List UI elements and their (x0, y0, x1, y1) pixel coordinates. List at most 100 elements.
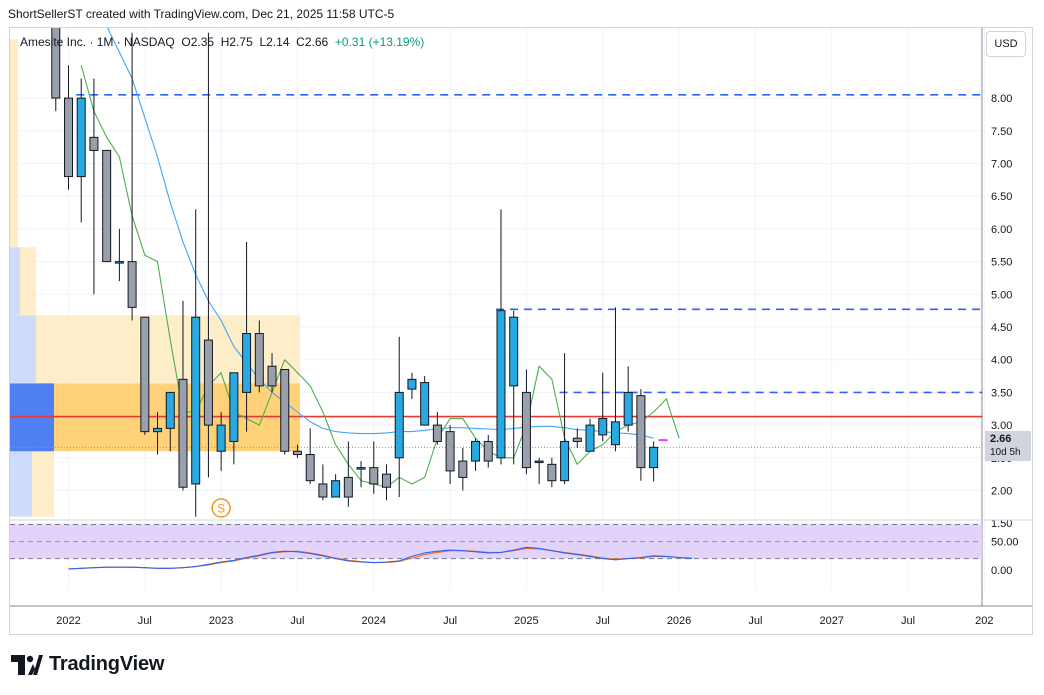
candle-body (203, 339, 213, 426)
candle-body (51, 28, 61, 99)
high-label: H (220, 35, 230, 49)
x-tick-label: Jul (748, 615, 762, 627)
y-tick-label: 5.00 (991, 289, 1012, 301)
low-value: 2.14 (266, 35, 290, 49)
last-price-tag: 2.66 10d 5h (985, 431, 1031, 461)
candle-body (394, 391, 404, 459)
bar-countdown: 10d 5h (990, 447, 1021, 458)
x-tick-label: Jul (290, 615, 304, 627)
y-tick-label: 6.00 (991, 224, 1012, 236)
candle-body (623, 391, 633, 426)
currency-button[interactable]: USD (986, 31, 1026, 57)
candle-body (382, 473, 391, 488)
x-tick-label: Jul (596, 615, 610, 627)
oscillator-tick-label: 50.00 (991, 537, 1019, 549)
y-tick-label: 3.50 (991, 387, 1012, 399)
x-tick-label: 202 (975, 615, 993, 627)
volume-profile-row (10, 451, 32, 471)
y-tick-label: 7.50 (991, 126, 1012, 138)
split-marker-label: S (217, 502, 225, 516)
candle-body (547, 463, 557, 482)
y-tick-label: 6.50 (991, 191, 1012, 203)
candle-body (356, 467, 366, 470)
candle-body (280, 369, 290, 452)
candle-body (267, 365, 277, 387)
last-price: 2.66 (990, 433, 1012, 445)
y-tick-label: 7.00 (991, 159, 1012, 171)
tradingview-logo-icon (11, 654, 43, 675)
candle-body (636, 395, 646, 469)
candle-body (165, 391, 175, 429)
moving-average-slow (106, 28, 654, 439)
candle-body (598, 418, 608, 436)
symbol-name[interactable]: Amesite Inc. · 1M · NASDAQ (20, 35, 175, 49)
oscillator-tick-label: 0.00 (991, 565, 1012, 577)
candle-body (483, 440, 493, 462)
candle-body (458, 460, 468, 478)
volume-profile-row (10, 39, 18, 180)
candle-body (254, 333, 264, 387)
candle-body (127, 261, 137, 308)
candle-body (572, 437, 582, 442)
candle-body (432, 424, 442, 442)
split-marker-icon (211, 498, 231, 518)
y-tick-label: 2.00 (991, 486, 1012, 498)
candle-body (153, 427, 163, 433)
low-label: L (259, 35, 267, 49)
candle-body (216, 424, 226, 452)
high-value: 2.75 (229, 35, 253, 49)
candle-body (509, 316, 519, 387)
candle-body (560, 440, 570, 482)
x-tick-label: 2026 (667, 615, 691, 627)
candle-body (242, 333, 252, 393)
x-tick-label: Jul (138, 615, 152, 627)
x-tick-label: 2022 (56, 615, 80, 627)
candle-body (445, 431, 455, 472)
candle-body (407, 378, 417, 390)
candle-body (64, 97, 73, 178)
tradingview-logo[interactable]: TradingView (11, 653, 164, 676)
candle-body (76, 97, 86, 178)
oscillator-main-line (68, 546, 692, 570)
y-tick-label: 4.00 (991, 355, 1012, 367)
candle-body (521, 391, 531, 469)
candle-body (649, 446, 659, 469)
candle-body (343, 476, 353, 498)
candle-body (229, 372, 239, 442)
volume-profile-row (10, 470, 32, 517)
candle-body (534, 460, 544, 464)
candle-body (318, 483, 328, 498)
candle-body (140, 316, 150, 433)
candle-body (305, 454, 315, 482)
tradingview-brand: TradingView (49, 653, 165, 675)
x-tick-label: 2027 (819, 615, 843, 627)
x-tick-label: 2025 (514, 615, 538, 627)
volume-profile-row (10, 315, 36, 384)
volume-profile-row (10, 179, 18, 248)
candle-body (191, 316, 201, 485)
price-chart[interactable]: S1.502.002.503.003.504.004.505.005.506.0… (10, 28, 1032, 634)
x-tick-label: Jul (901, 615, 915, 627)
candle-body (114, 261, 124, 264)
y-tick-label: 8.00 (991, 93, 1012, 105)
y-tick-label: 3.00 (991, 420, 1012, 432)
chart-frame[interactable]: S1.502.002.503.003.504.004.505.005.506.0… (9, 27, 1033, 635)
open-label: O (181, 35, 191, 49)
candle-body (496, 310, 506, 459)
candle-body (420, 382, 430, 426)
candle-body (178, 378, 188, 488)
symbol-legend: Amesite Inc. · 1M · NASDAQ O2.35 H2.75 L… (20, 35, 424, 49)
candle-body (610, 421, 620, 446)
chart-credit: ShortSellerST created with TradingView.c… (8, 7, 395, 21)
x-tick-label: Jul (443, 615, 457, 627)
y-tick-label: 4.50 (991, 322, 1012, 334)
x-tick-label: 2024 (362, 615, 386, 627)
close-value: 2.66 (304, 35, 329, 49)
candle-body (331, 480, 341, 498)
candle-body (471, 440, 481, 462)
candle-body (102, 149, 112, 263)
x-tick-label: 2023 (209, 615, 233, 627)
candle-body (585, 424, 595, 452)
close-label: C (296, 35, 305, 49)
y-tick-label: 1.50 (991, 518, 1012, 530)
